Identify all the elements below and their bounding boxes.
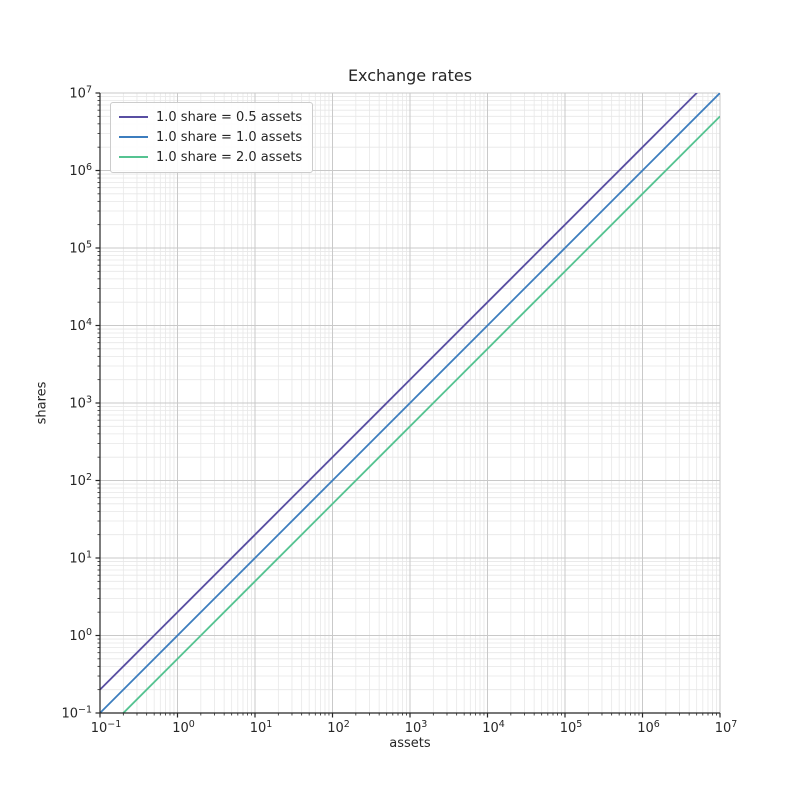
x-tick-label: 100	[172, 719, 195, 736]
legend-item-label: 1.0 share = 1.0 assets	[156, 129, 303, 145]
x-tick-label: 10−1	[91, 719, 122, 736]
legend: 1.0 share = 0.5 assets 1.0 share = 1.0 as…	[110, 102, 314, 173]
legend-item-label: 1.0 share = 2.0 assets	[156, 149, 303, 165]
x-axis-label: assets	[389, 736, 431, 751]
series-line-2	[122, 115, 720, 713]
series-line-0	[100, 93, 698, 691]
y-tick-label: 101	[69, 550, 92, 567]
y-tick-label: 106	[69, 162, 92, 179]
y-tick-label: 107	[69, 85, 92, 102]
x-tick-label: 101	[250, 719, 273, 736]
y-tick-label: 10−1	[61, 705, 92, 722]
y-tick-label: 103	[69, 395, 92, 412]
x-tick-label: 104	[482, 719, 505, 736]
chart-title: Exchange rates	[347, 66, 473, 85]
x-tick-label: 102	[327, 719, 350, 736]
x-tick-label: 106	[637, 719, 660, 736]
legend-line-sample	[119, 116, 148, 118]
legend-item: 1.0 share = 0.5 assets	[119, 109, 302, 125]
legend-line-sample	[119, 136, 148, 138]
x-tick-label: 103	[405, 719, 428, 736]
series-line-1	[100, 93, 720, 713]
y-tick-label: 105	[69, 240, 92, 257]
legend-item: 1.0 share = 1.0 assets	[119, 129, 302, 145]
y-tick-label: 100	[69, 627, 92, 644]
legend-item-label: 1.0 share = 0.5 assets	[156, 109, 303, 125]
y-tick-label: 102	[69, 472, 92, 489]
y-tick-label: 104	[69, 317, 92, 334]
y-axis-label: shares	[34, 381, 50, 425]
x-tick-label: 105	[560, 719, 583, 736]
legend-item: 1.0 share = 2.0 assets	[119, 149, 302, 165]
x-tick-label: 107	[715, 719, 738, 736]
series-lines	[100, 93, 720, 713]
legend-line-sample	[119, 156, 148, 158]
